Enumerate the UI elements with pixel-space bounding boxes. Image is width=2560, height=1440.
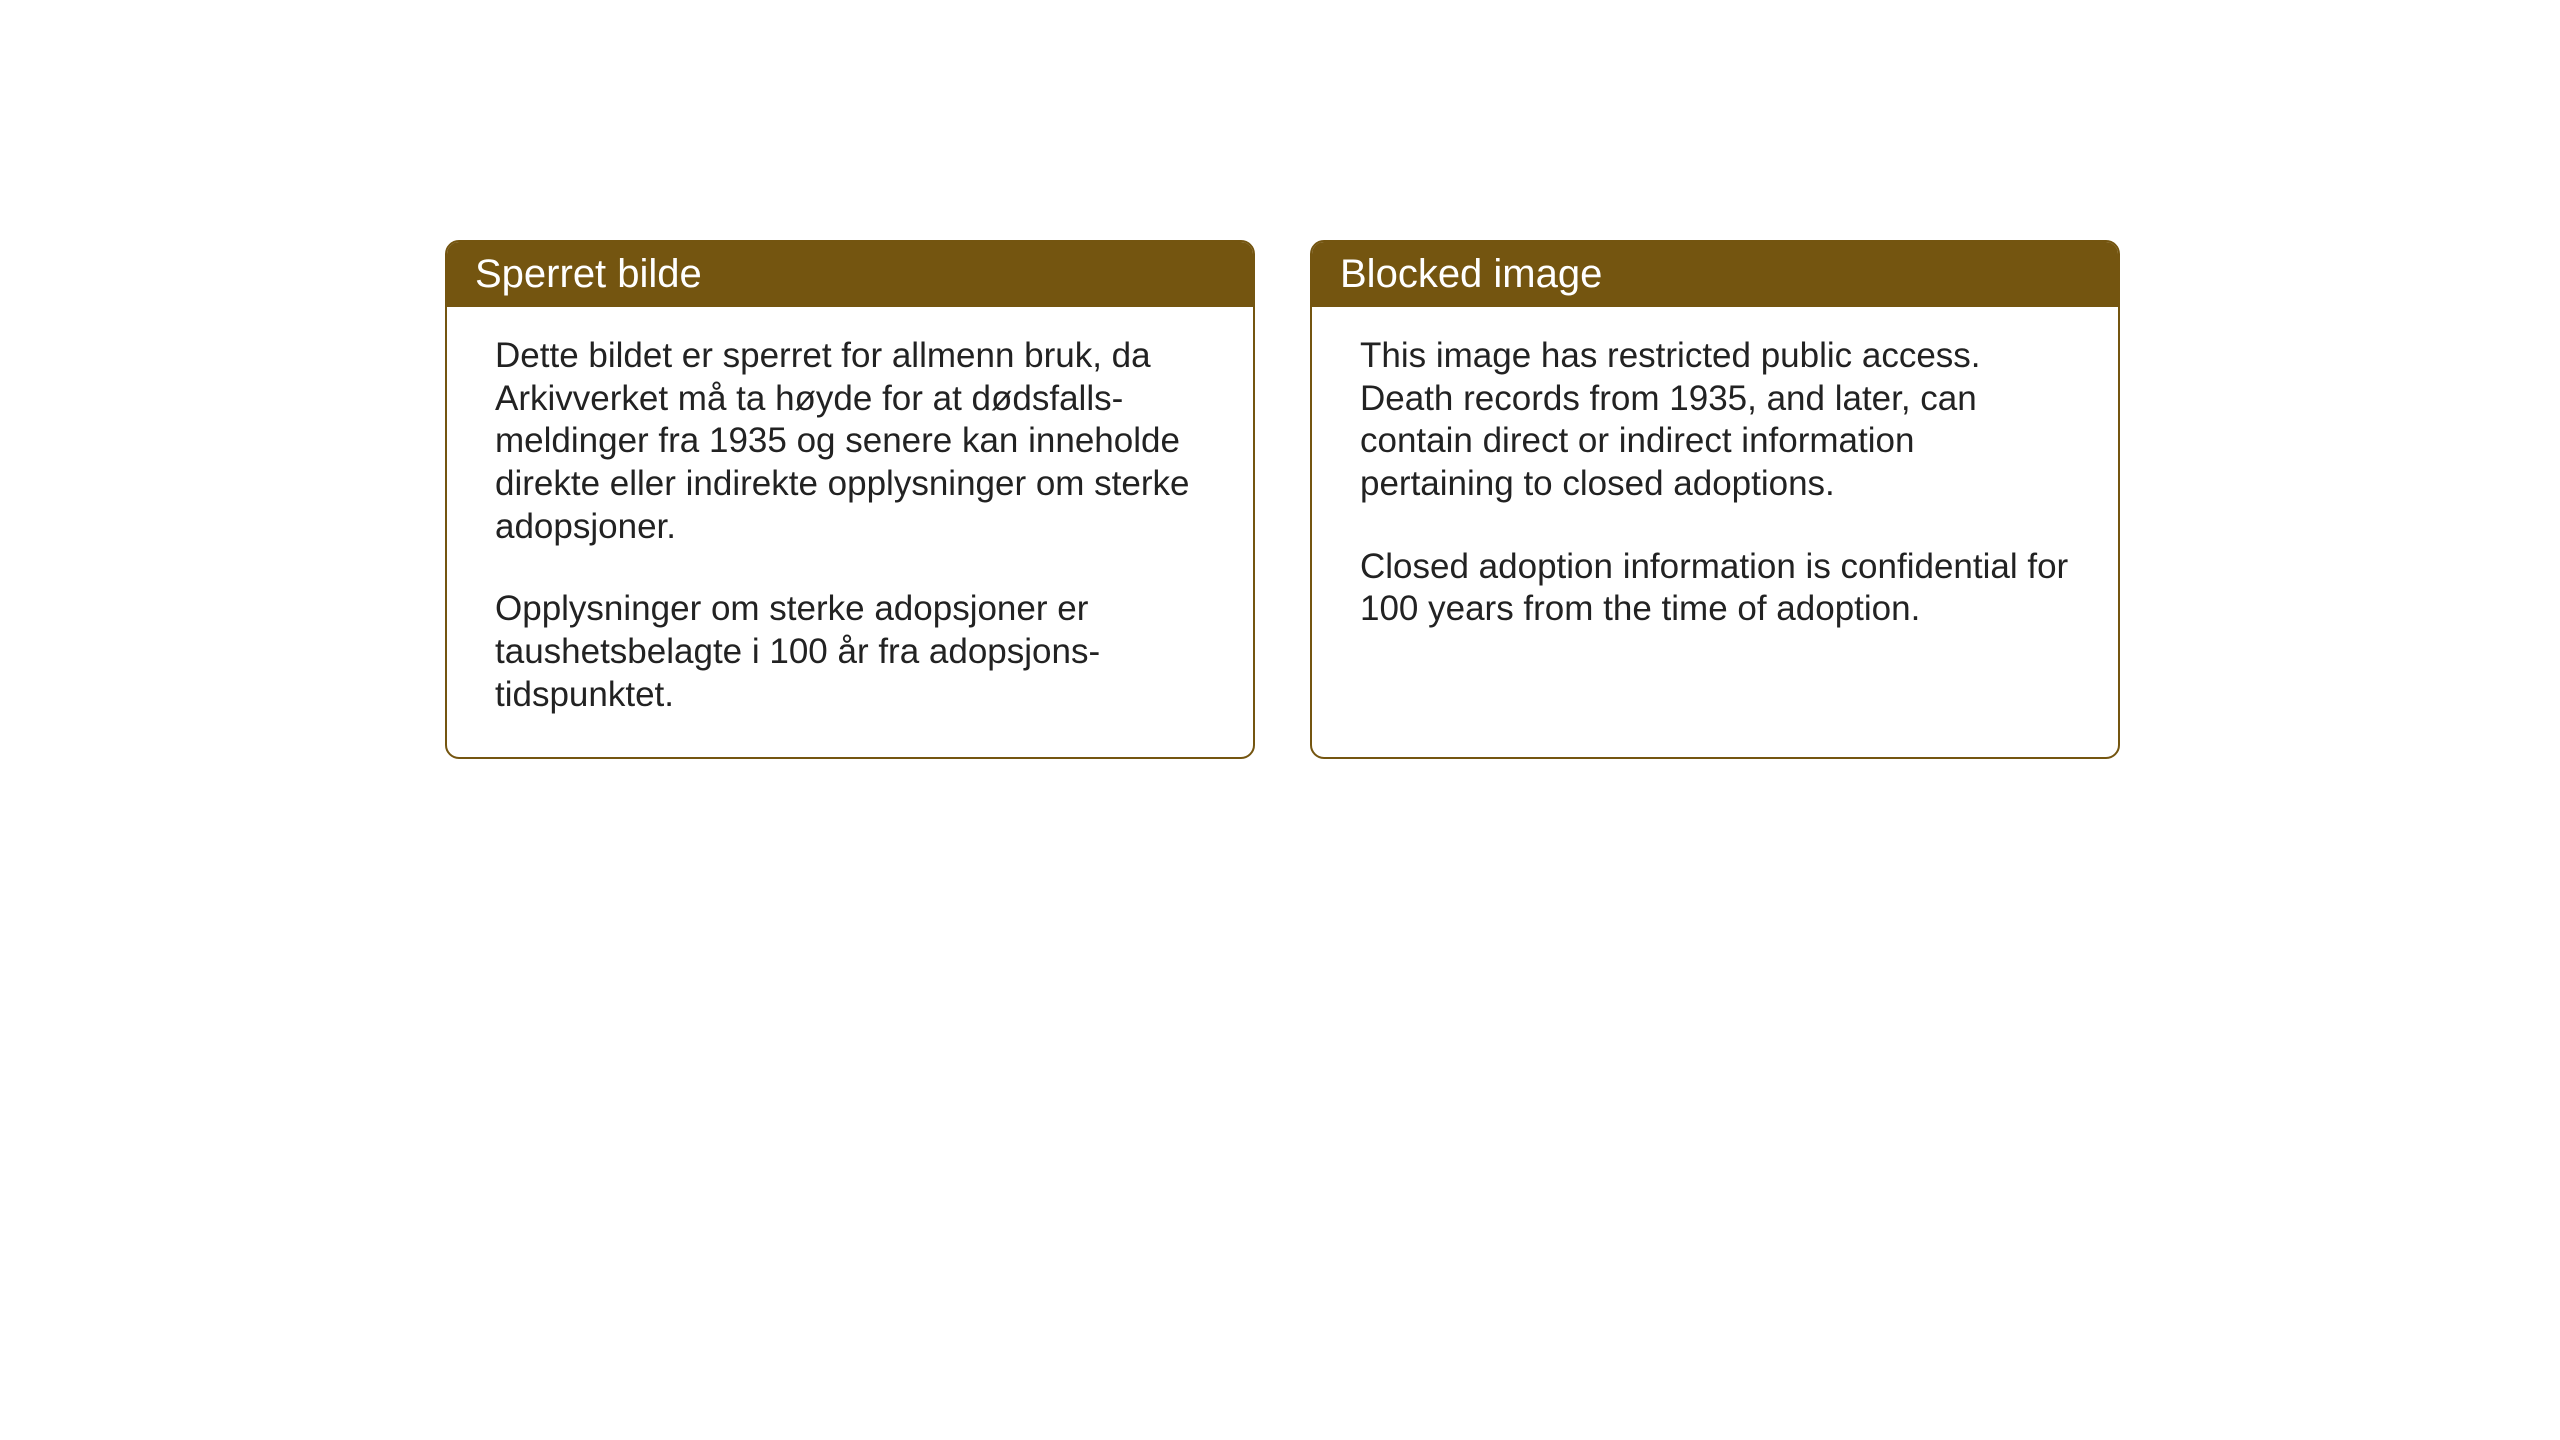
card-norwegian-header: Sperret bilde <box>447 242 1253 307</box>
card-english-paragraph1: This image has restricted public access.… <box>1360 335 2070 506</box>
card-english-body: This image has restricted public access.… <box>1312 307 2118 671</box>
cards-container: Sperret bilde Dette bildet er sperret fo… <box>445 240 2120 759</box>
card-english-title: Blocked image <box>1340 252 1602 296</box>
card-english-paragraph2: Closed adoption information is confident… <box>1360 546 2070 631</box>
card-english: Blocked image This image has restricted … <box>1310 240 2120 759</box>
card-norwegian-paragraph1: Dette bildet er sperret for allmenn bruk… <box>495 335 1205 548</box>
card-english-header: Blocked image <box>1312 242 2118 307</box>
card-norwegian: Sperret bilde Dette bildet er sperret fo… <box>445 240 1255 759</box>
card-norwegian-body: Dette bildet er sperret for allmenn bruk… <box>447 307 1253 757</box>
card-norwegian-title: Sperret bilde <box>475 252 702 296</box>
card-norwegian-paragraph2: Opplysninger om sterke adopsjoner er tau… <box>495 588 1205 716</box>
